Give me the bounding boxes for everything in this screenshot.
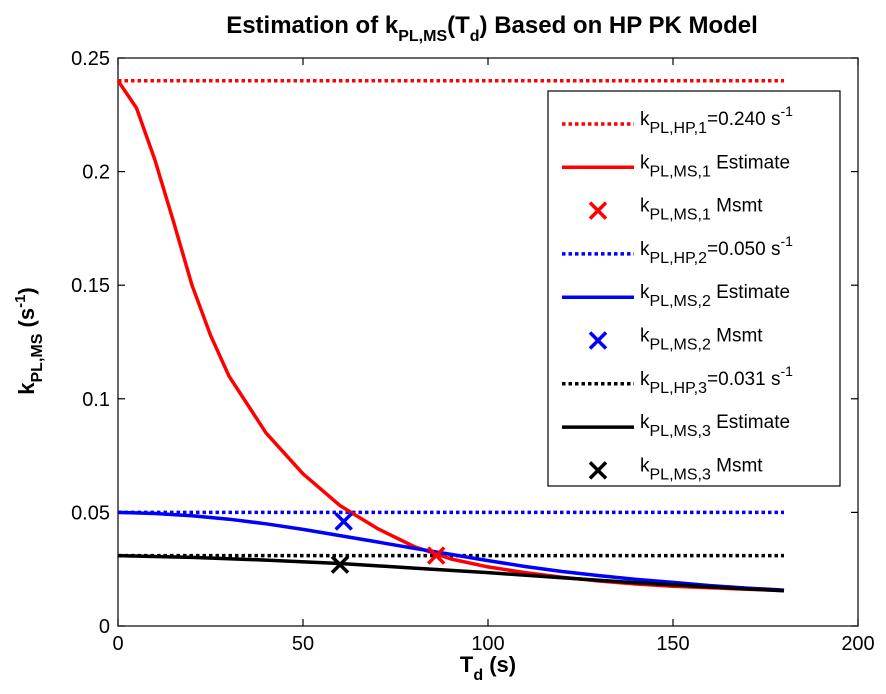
legend-marker <box>588 201 608 220</box>
chart-title: Estimation of kPL,MS(Td) Based on HP PK … <box>226 12 758 45</box>
y-tick-label: 0.1 <box>82 389 110 411</box>
x-tick-label: 200 <box>841 633 874 655</box>
legend-label: kPL,MS,3 Estimate <box>640 412 790 440</box>
series-marker <box>426 546 446 565</box>
legend-label: kPL,MS,2 Estimate <box>640 282 790 310</box>
x-tick-label: 150 <box>656 633 689 655</box>
series-marker <box>330 555 350 574</box>
series-marker <box>334 512 353 531</box>
x-tick-label: 100 <box>471 633 504 655</box>
legend-label: kPL,MS,2 Msmt <box>640 326 763 354</box>
y-tick-label: 0.05 <box>71 502 110 524</box>
y-tick-label: 0.2 <box>82 162 110 184</box>
legend-label: kPL,MS,1 Estimate <box>640 152 790 180</box>
legend-label: kPL,HP,1=0.240 s-1 <box>640 103 793 137</box>
legend-label: kPL,MS,3 Msmt <box>640 455 763 483</box>
legend-label: kPL,HP,2=0.050 s-1 <box>640 233 793 267</box>
y-axis-label: kPL,MS (s-1) <box>12 287 46 395</box>
x-tick-label: 0 <box>112 633 123 655</box>
series-line <box>117 553 785 593</box>
x-axis-label: Td (s) <box>460 652 516 684</box>
series-line <box>117 510 785 592</box>
x-tick-label: 50 <box>292 633 314 655</box>
y-tick-label: 0.15 <box>71 275 110 297</box>
legend-marker <box>588 331 608 350</box>
plot-area: 0 50 100 150 200 0 0.05 0.1 0.15 0.2 0.25 <box>71 48 875 655</box>
y-tick-label: 0 <box>99 616 110 638</box>
legend-marker <box>588 461 608 480</box>
legend-label: kPL,HP,3=0.031 s-1 <box>640 363 793 397</box>
legend-box <box>547 90 841 487</box>
legend-label: kPL,MS,1 Msmt <box>640 196 763 224</box>
legend: kPL,HP,1=0.240 s-1 kPL,MS,1 Estimate kPL,M… <box>547 90 841 487</box>
y-tick-label: 0.25 <box>71 48 110 70</box>
